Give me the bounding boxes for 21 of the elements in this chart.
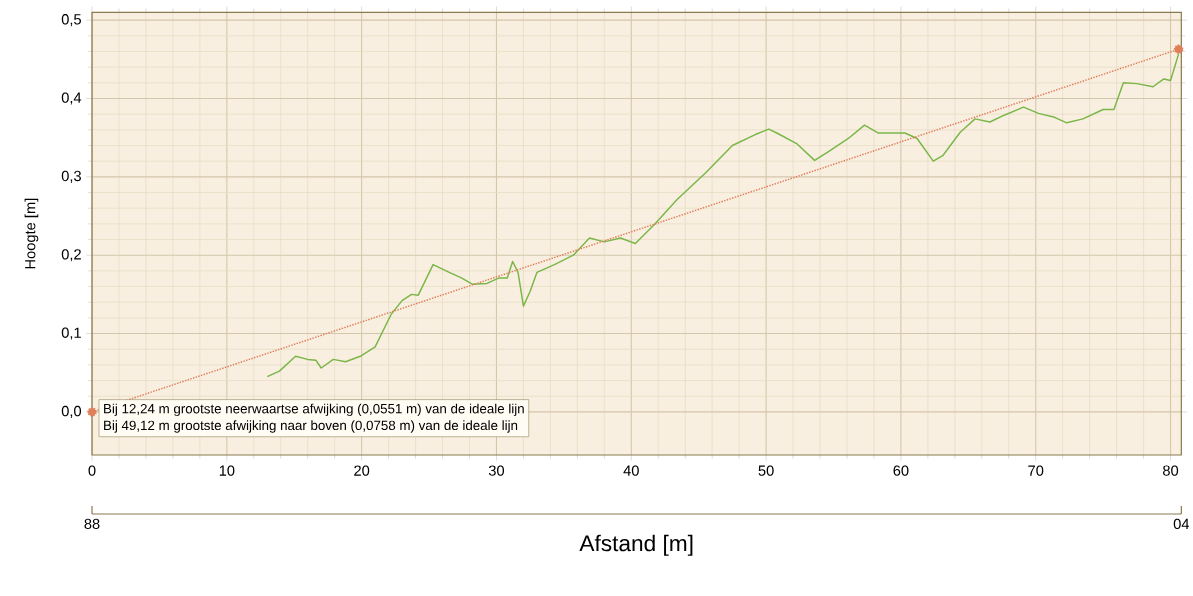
x-tick-label: 30 [488,465,505,476]
y-tick-label: 0,5 [61,14,81,27]
text: 04 [1173,518,1190,530]
x-tick-label: 60 [893,465,909,476]
y-tick-label: 0,2 [61,249,81,262]
y-tick-label: 0,1 [61,327,81,340]
y-tick-label: 0,3 [61,170,81,183]
x-axis-title: Afstand [m] [579,534,693,556]
annotation: Bij 12,24 m grootste neerwaartse afwijking (0,0551 m) van de ideale lijn [104,403,524,417]
x-tick-label: 50 [758,465,774,476]
x-tick-label: 20 [354,465,370,476]
y-tick-label: 0,0 [61,405,82,418]
annotation: Bij 49,12 m grootste afwijking naar boven (0,0758 m) van de ideale lijn [104,420,518,433]
text: 88 [84,518,100,530]
x-tick-label: 10 [219,465,235,476]
x-tick-label: 40 [623,465,639,476]
y-tick-label: 0,4 [61,92,82,105]
x-tick-label: 80 [1163,465,1179,476]
y-axis-title: Hoogte [m] [24,198,39,269]
x-tick-label: 0 [88,465,96,476]
x-tick-label: 70 [1028,465,1044,476]
